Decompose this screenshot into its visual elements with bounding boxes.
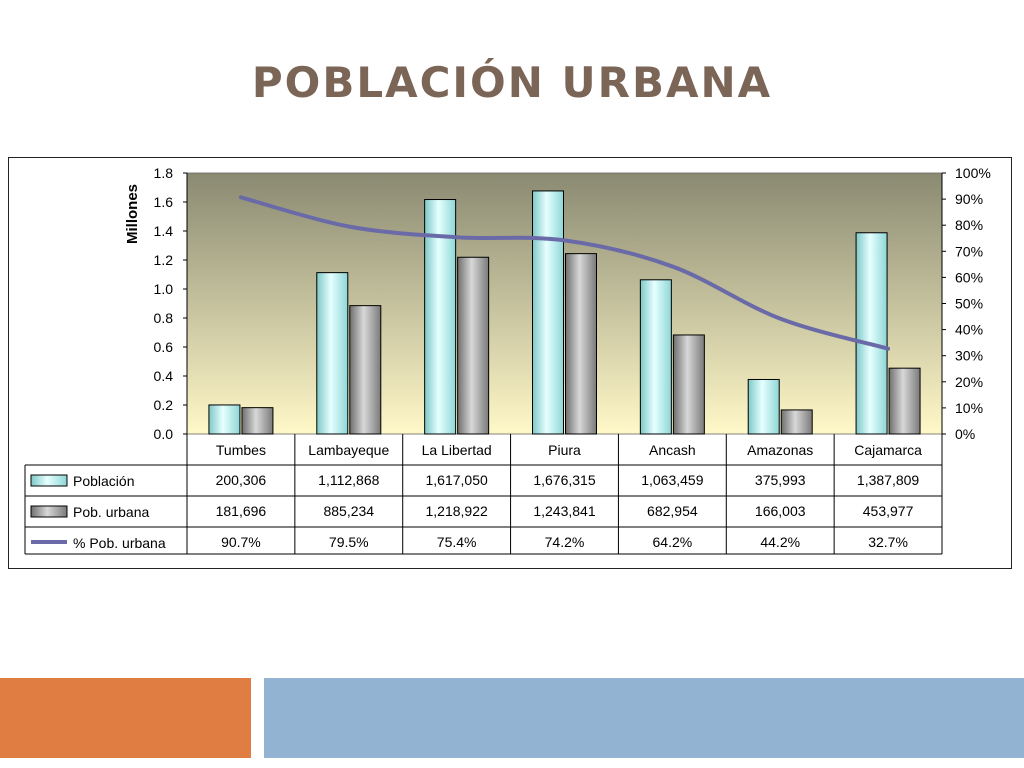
y-tick-label: 0.6 bbox=[154, 339, 174, 355]
bar-pob-urbana bbox=[457, 256, 490, 435]
table-cell: 1,676,315 bbox=[533, 472, 595, 488]
table-cell: 885,234 bbox=[323, 503, 374, 519]
legend-key bbox=[30, 474, 68, 487]
table-cell: 32.7% bbox=[868, 534, 908, 550]
footer-accent-left bbox=[0, 678, 251, 758]
table-cell: 1,387,809 bbox=[857, 472, 919, 488]
table-cell: 75.4% bbox=[437, 534, 477, 550]
table-cell: 166,003 bbox=[755, 503, 806, 519]
y-tick-label: 1.4 bbox=[154, 223, 174, 239]
table-cell: 44.2% bbox=[760, 534, 800, 550]
y2-tick-label: 50% bbox=[955, 296, 983, 312]
legend-label: % Pob. urbana bbox=[73, 535, 166, 551]
y-axis-label: Millones bbox=[124, 184, 141, 244]
y2-tick-label: 60% bbox=[955, 269, 983, 285]
table-cell: 64.2% bbox=[653, 534, 693, 550]
x-tick-label: Cajamarca bbox=[854, 442, 922, 458]
table-cell: 79.5% bbox=[329, 534, 369, 550]
y-tick-label: 1.0 bbox=[154, 281, 174, 297]
y-tick-label: 1.6 bbox=[154, 194, 174, 210]
x-tick-label: Piura bbox=[548, 442, 581, 458]
bar-poblacion bbox=[855, 232, 888, 435]
table-cell: 1,112,868 bbox=[318, 472, 379, 488]
y2-tick-label: 0% bbox=[955, 426, 975, 442]
table-cell: 1,243,841 bbox=[533, 503, 595, 519]
table-cell: 74.2% bbox=[545, 534, 585, 550]
table-cell: 1,218,922 bbox=[425, 503, 487, 519]
table-cell: 181,696 bbox=[216, 503, 267, 519]
y2-tick-label: 30% bbox=[955, 348, 983, 364]
bar-pob-urbana bbox=[888, 367, 921, 435]
y2-tick-label: 10% bbox=[955, 400, 983, 416]
bar-pob-urbana bbox=[780, 409, 813, 435]
footer-accent-right bbox=[264, 678, 1024, 758]
plot-area bbox=[186, 172, 943, 435]
y2-tick-label: 80% bbox=[955, 217, 983, 233]
y-tick-label: 1.2 bbox=[154, 252, 174, 268]
bar-poblacion bbox=[316, 272, 349, 435]
y2-tick-label: 20% bbox=[955, 374, 983, 390]
x-tick-label: Ancash bbox=[649, 442, 696, 458]
bar-pob-urbana bbox=[672, 334, 705, 435]
table-cell: 1,063,459 bbox=[641, 472, 703, 488]
table-cell: 375,993 bbox=[755, 472, 806, 488]
slide-title: POBLACIÓN URBANA bbox=[251, 58, 773, 107]
y2-tick-label: 70% bbox=[955, 243, 983, 259]
legend-label: Pob. urbana bbox=[73, 504, 149, 520]
x-tick-label: Lambayeque bbox=[308, 442, 389, 458]
x-tick-label: La Libertad bbox=[422, 442, 492, 458]
x-tick-label: Tumbes bbox=[216, 442, 266, 458]
y-tick-label: 1.8 bbox=[154, 165, 174, 181]
bar-poblacion bbox=[639, 279, 672, 435]
y-tick-label: 0.0 bbox=[154, 426, 174, 442]
table-cell: 90.7% bbox=[221, 534, 261, 550]
y-tick-label: 0.4 bbox=[154, 368, 174, 384]
legend-label: Población bbox=[73, 473, 135, 489]
table-cell: 453,977 bbox=[863, 503, 914, 519]
table-cell: 200,306 bbox=[216, 472, 267, 488]
bar-pob-urbana bbox=[349, 305, 382, 435]
chart-frame: Millones 0.0 0.2 0.4 0.6 0.8 1.0 1.2 1.4 1.6 1.8 … bbox=[8, 157, 1012, 569]
y-tick-label: 0.8 bbox=[154, 310, 174, 326]
bar-pob-urbana bbox=[565, 253, 597, 435]
bar-poblacion bbox=[532, 190, 564, 435]
table-cell: 1,617,050 bbox=[425, 472, 487, 488]
y2-tick-label: 100% bbox=[955, 165, 991, 181]
legend-key bbox=[30, 505, 68, 518]
y2-tick-label: 40% bbox=[955, 322, 983, 338]
bar-poblacion bbox=[747, 378, 780, 435]
bar-pob-urbana bbox=[241, 407, 274, 435]
x-tick-label: Amazonas bbox=[747, 442, 813, 458]
chart-svg: Millones 0.00.20.40.60.81.01.21.41.61.8 … bbox=[24, 165, 991, 555]
y2-tick-label: 90% bbox=[955, 191, 983, 207]
table-cell: 682,954 bbox=[647, 503, 698, 519]
bar-poblacion bbox=[208, 404, 241, 435]
y-tick-label: 0.2 bbox=[154, 397, 174, 413]
